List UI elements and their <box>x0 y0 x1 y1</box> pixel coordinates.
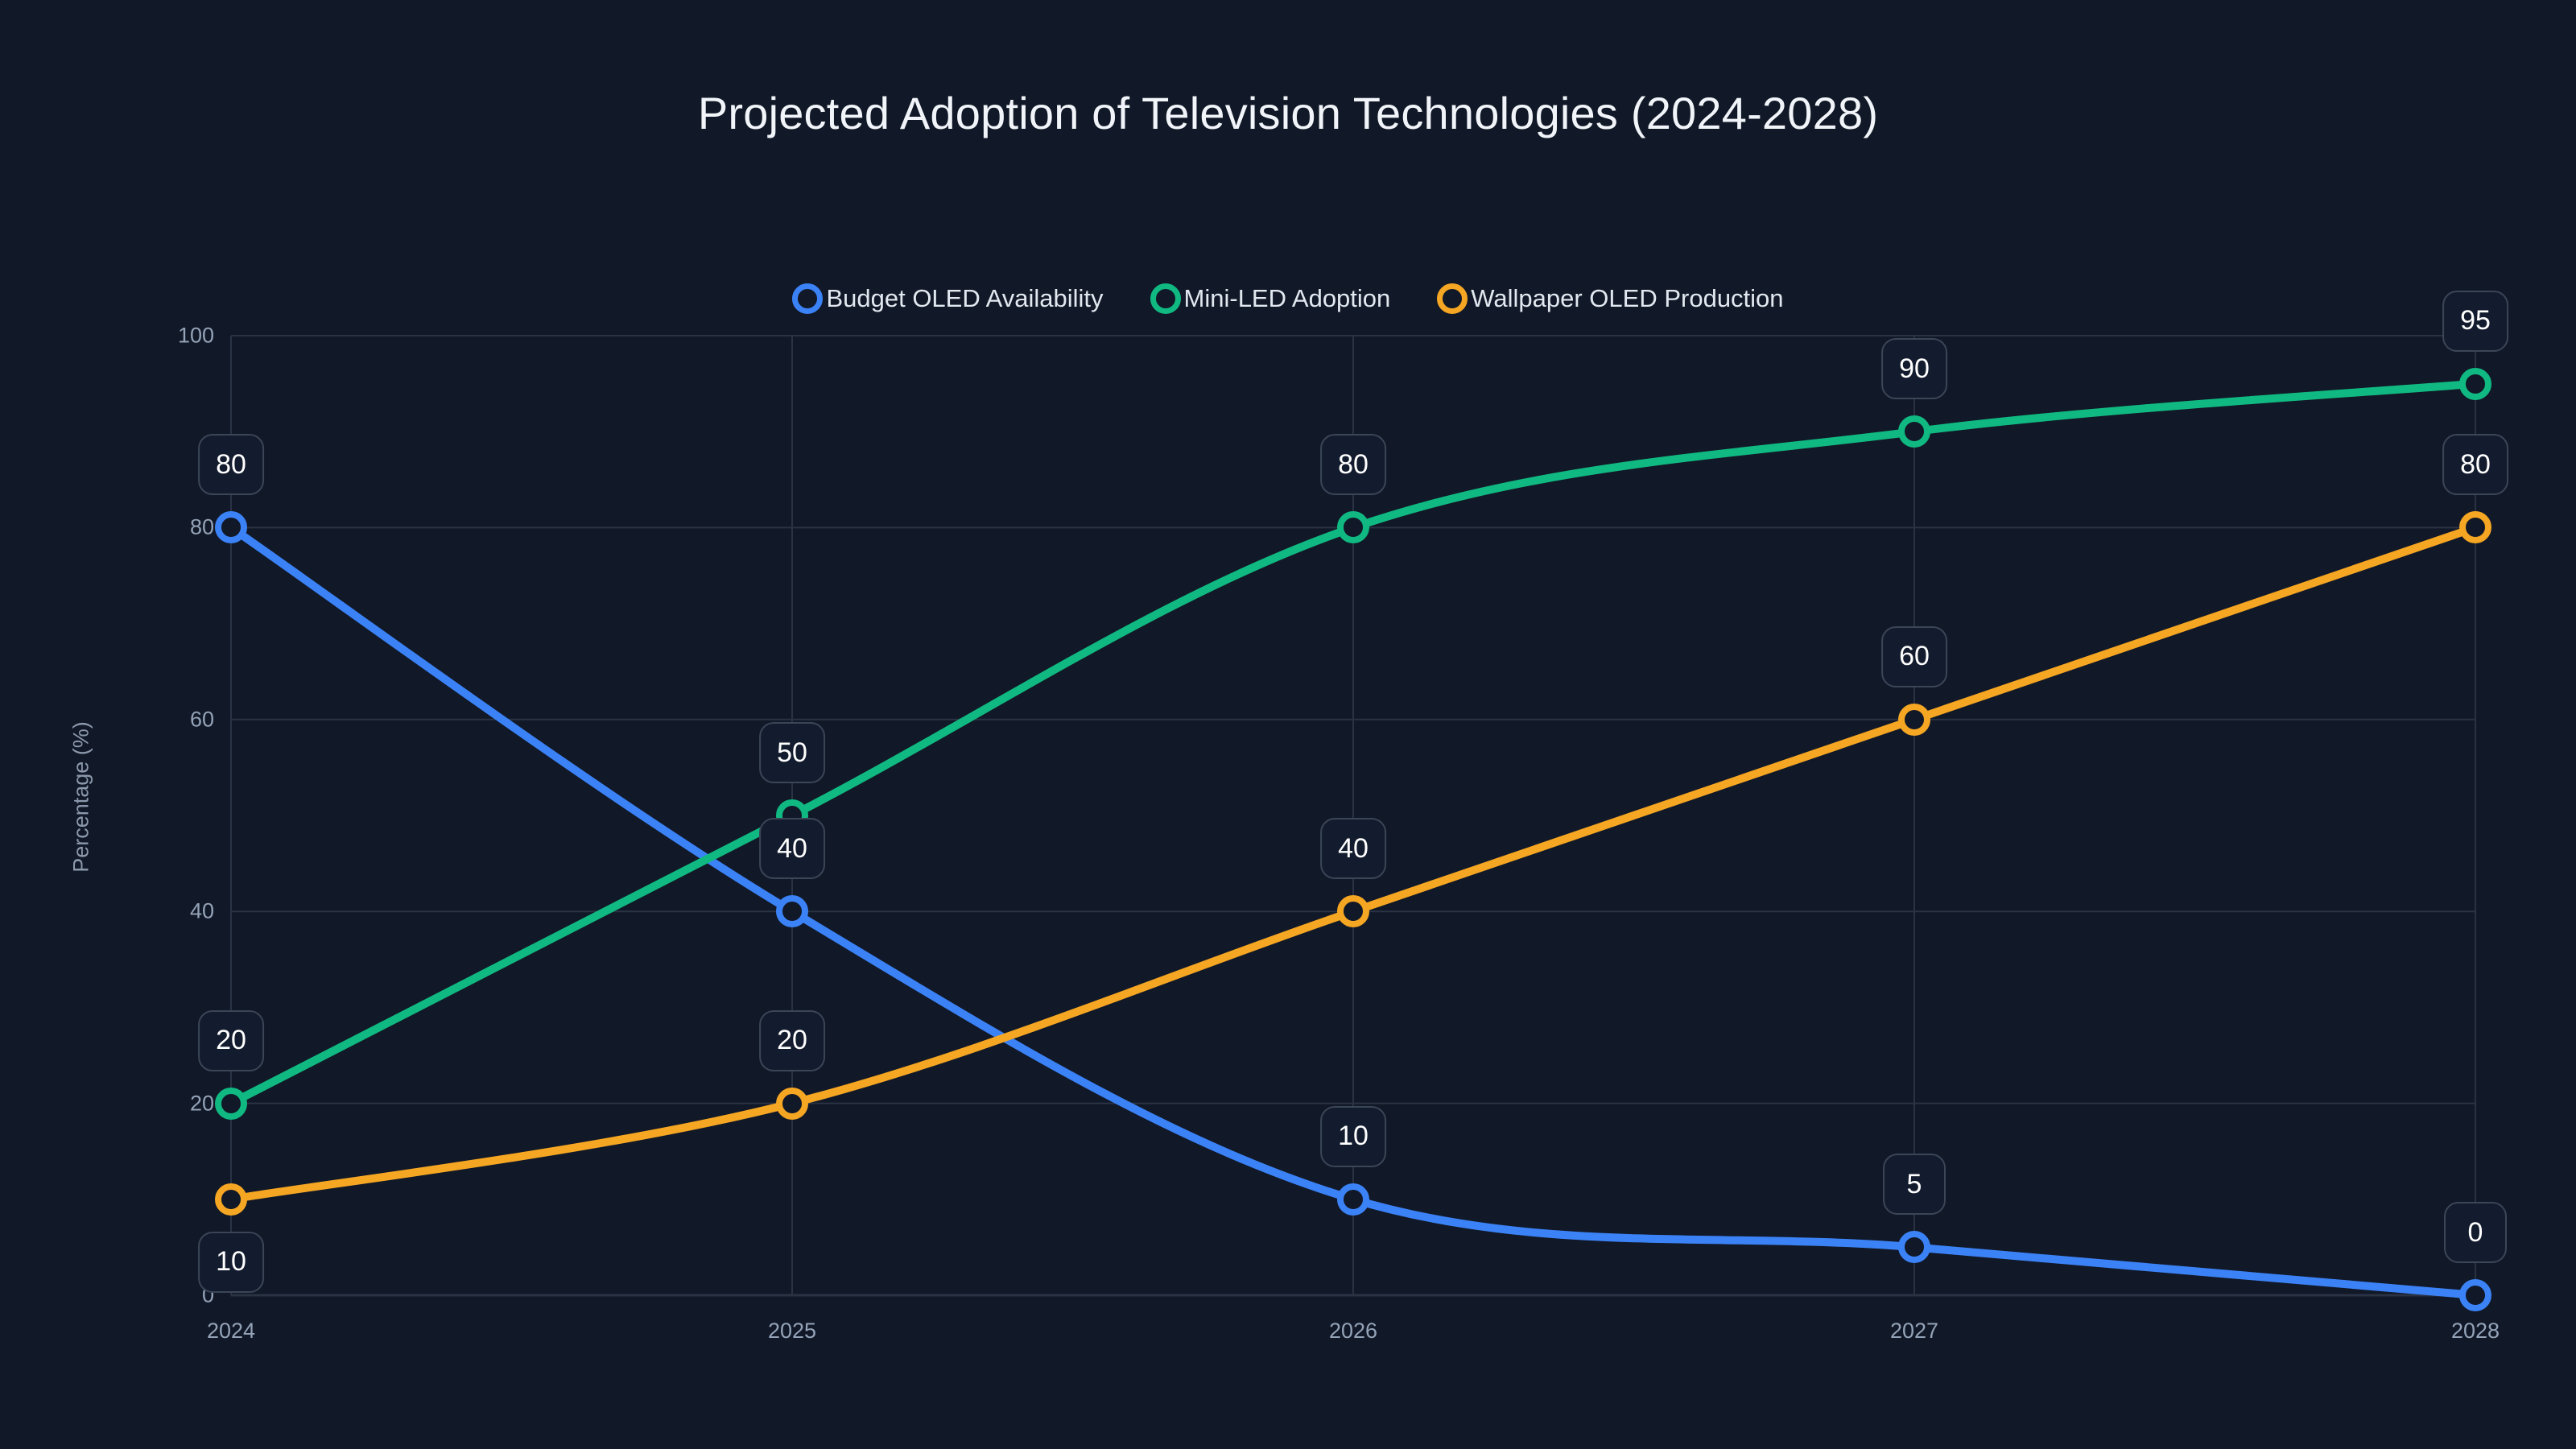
data-value-label: 20 <box>198 1009 264 1071</box>
legend-item-label: Wallpaper OLED Production <box>1471 284 1784 312</box>
legend-item-label: Mini-LED Adoption <box>1183 284 1391 312</box>
data-value-label: 80 <box>198 434 264 496</box>
data-point-marker[interactable] <box>1337 511 1369 544</box>
data-point-marker[interactable] <box>1898 1231 1930 1264</box>
data-value-label: 40 <box>759 818 825 880</box>
data-point-marker[interactable] <box>2459 511 2491 544</box>
data-value-label: 95 <box>2442 290 2508 352</box>
data-point-marker[interactable] <box>776 1087 808 1120</box>
legend-item-0[interactable]: Budget OLED Availability <box>792 283 1104 314</box>
x-tick-label: 2027 <box>1889 1319 1939 1343</box>
data-value-label: 80 <box>2442 434 2508 496</box>
chart-legend: Budget OLED Availability Mini-LED Adopti… <box>0 283 2576 314</box>
y-axis-ticks: 0 20 40 60 80 100 <box>145 0 214 1449</box>
y-tick-label: 80 <box>189 514 214 539</box>
y-tick-label: 100 <box>177 323 214 348</box>
legend-marker-icon <box>1437 283 1468 314</box>
data-point-marker[interactable] <box>1898 703 1930 736</box>
x-tick-label: 2026 <box>1328 1319 1378 1343</box>
data-value-label: 50 <box>759 722 825 783</box>
data-value-label: 5 <box>1883 1154 1946 1216</box>
data-value-label: 20 <box>759 1009 825 1071</box>
data-point-marker[interactable] <box>2459 1279 2491 1311</box>
data-value-label: 10 <box>1320 1105 1386 1167</box>
data-value-label: 80 <box>1320 434 1386 496</box>
series-line-0 <box>227 523 2479 1299</box>
data-value-label: 40 <box>1320 818 1386 880</box>
x-tick-label: 2028 <box>2450 1319 2500 1343</box>
x-tick-label: 2025 <box>767 1319 817 1343</box>
y-axis-title: Percentage (%) <box>68 721 93 873</box>
data-point-marker[interactable] <box>776 895 808 928</box>
legend-marker-icon <box>1150 283 1181 314</box>
data-point-marker[interactable] <box>2459 367 2491 400</box>
data-point-marker[interactable] <box>1337 1183 1369 1216</box>
data-point-marker[interactable] <box>1337 895 1369 928</box>
data-value-label: 90 <box>1881 338 1947 400</box>
y-tick-label: 60 <box>189 707 214 732</box>
chart-title: Projected Adoption of Television Technol… <box>697 88 1879 138</box>
legend-item-1[interactable]: Mini-LED Adoption <box>1150 283 1391 314</box>
legend-item-2[interactable]: Wallpaper OLED Production <box>1437 283 1784 314</box>
data-value-label: 10 <box>198 1231 264 1293</box>
y-tick-label: 40 <box>189 898 214 923</box>
legend-marker-icon <box>792 283 824 314</box>
data-point-marker[interactable] <box>215 511 247 544</box>
x-tick-label: 2024 <box>206 1319 256 1343</box>
data-value-label: 0 <box>2444 1202 2507 1263</box>
y-tick-label: 20 <box>189 1091 214 1116</box>
data-point-marker[interactable] <box>1898 415 1930 448</box>
data-value-label: 60 <box>1881 625 1947 687</box>
data-point-marker[interactable] <box>215 1183 247 1216</box>
legend-item-label: Budget OLED Availability <box>826 284 1104 312</box>
data-point-marker[interactable] <box>215 1087 247 1120</box>
